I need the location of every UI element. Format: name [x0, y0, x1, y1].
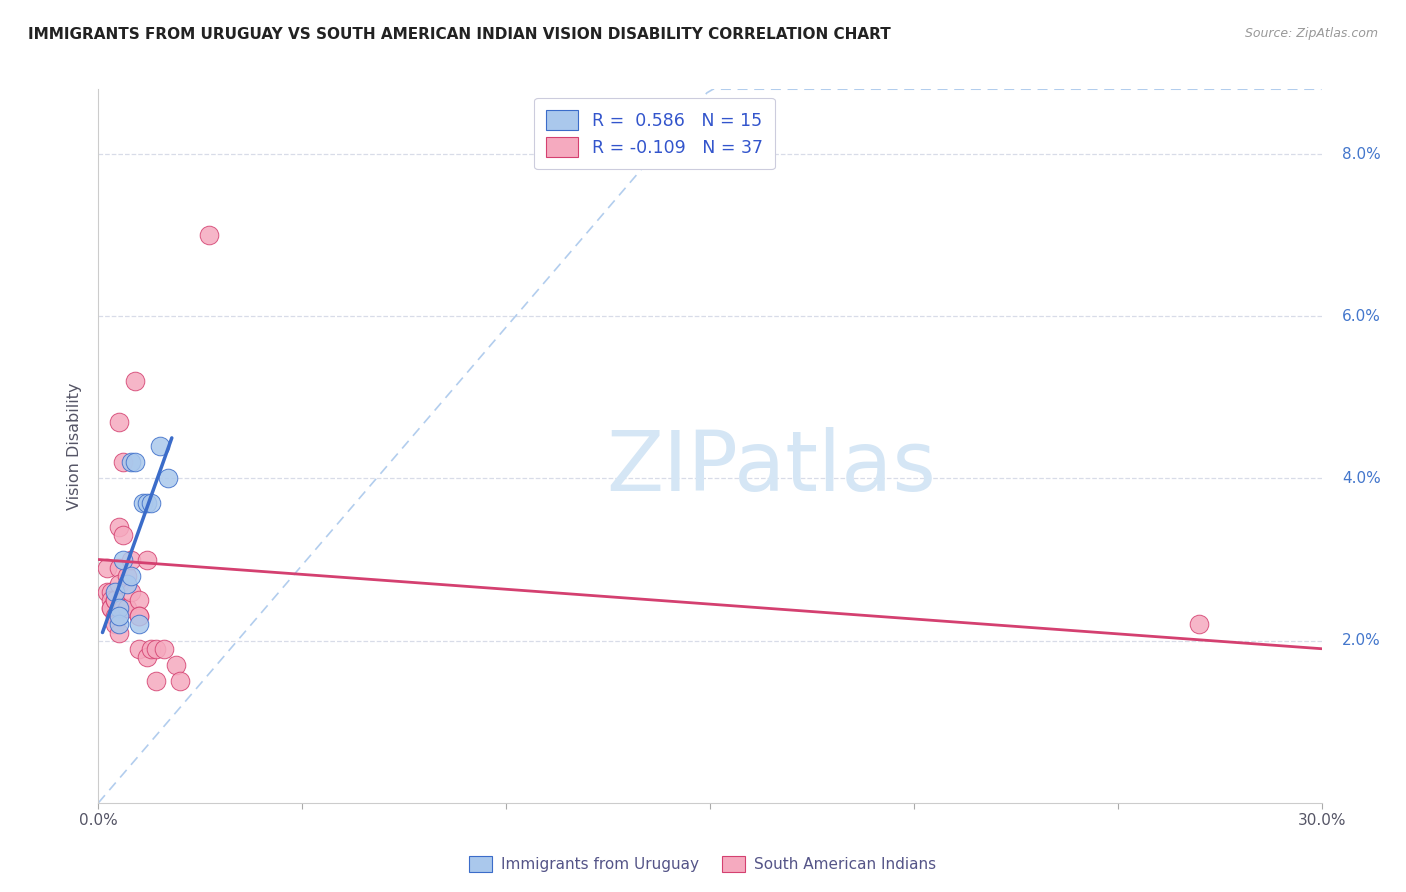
Point: [141, 641, 163, 656]
Point: [128, 641, 150, 656]
Text: ZIPatlas: ZIPatlas: [606, 427, 936, 508]
Point: [141, 496, 163, 510]
Point: [128, 593, 150, 607]
Point: [100, 585, 122, 599]
Text: Source: ZipAtlas.com: Source: ZipAtlas.com: [1244, 27, 1378, 40]
Point: [104, 585, 127, 599]
Point: [136, 552, 159, 566]
Point: [124, 455, 146, 469]
Point: [108, 520, 131, 534]
Text: 4.0%: 4.0%: [1343, 471, 1381, 486]
Point: [108, 560, 131, 574]
Legend: Immigrants from Uruguay, South American Indians: Immigrants from Uruguay, South American …: [461, 848, 945, 880]
Text: 2.0%: 2.0%: [1343, 633, 1381, 648]
Point: [104, 609, 127, 624]
Point: [108, 617, 131, 632]
Point: [120, 585, 142, 599]
Point: [104, 617, 127, 632]
Point: [108, 577, 131, 591]
Point: [100, 593, 122, 607]
Point: [100, 601, 122, 615]
Point: [132, 496, 155, 510]
Point: [96, 585, 118, 599]
Point: [165, 657, 187, 672]
Point: [108, 601, 131, 615]
Point: [120, 552, 142, 566]
Point: [104, 593, 127, 607]
Point: [169, 674, 191, 689]
Point: [156, 471, 179, 485]
Point: [104, 593, 127, 607]
Point: [120, 455, 142, 469]
Text: IMMIGRANTS FROM URUGUAY VS SOUTH AMERICAN INDIAN VISION DISABILITY CORRELATION C: IMMIGRANTS FROM URUGUAY VS SOUTH AMERICA…: [28, 27, 891, 42]
Point: [111, 601, 134, 615]
Point: [136, 649, 159, 664]
Point: [145, 674, 167, 689]
Point: [124, 374, 146, 388]
Point: [120, 568, 142, 582]
Point: [149, 439, 172, 453]
Point: [108, 609, 131, 624]
Legend: R =  0.586   N = 15, R = -0.109   N = 37: R = 0.586 N = 15, R = -0.109 N = 37: [534, 98, 775, 169]
Point: [145, 641, 167, 656]
Point: [128, 609, 150, 624]
Point: [136, 496, 159, 510]
Point: [111, 455, 134, 469]
Point: [128, 617, 150, 632]
Text: 6.0%: 6.0%: [1343, 309, 1381, 324]
Y-axis label: Vision Disability: Vision Disability: [67, 383, 83, 509]
Point: [111, 528, 134, 542]
Point: [197, 228, 219, 243]
Point: [115, 577, 138, 591]
Point: [96, 560, 118, 574]
Text: 8.0%: 8.0%: [1343, 146, 1381, 161]
Point: [128, 609, 150, 624]
Point: [152, 641, 174, 656]
Point: [108, 625, 131, 640]
Point: [115, 601, 138, 615]
Point: [100, 601, 122, 615]
Point: [111, 552, 134, 566]
Point: [108, 415, 131, 429]
Point: [1188, 617, 1211, 632]
Point: [115, 568, 138, 582]
